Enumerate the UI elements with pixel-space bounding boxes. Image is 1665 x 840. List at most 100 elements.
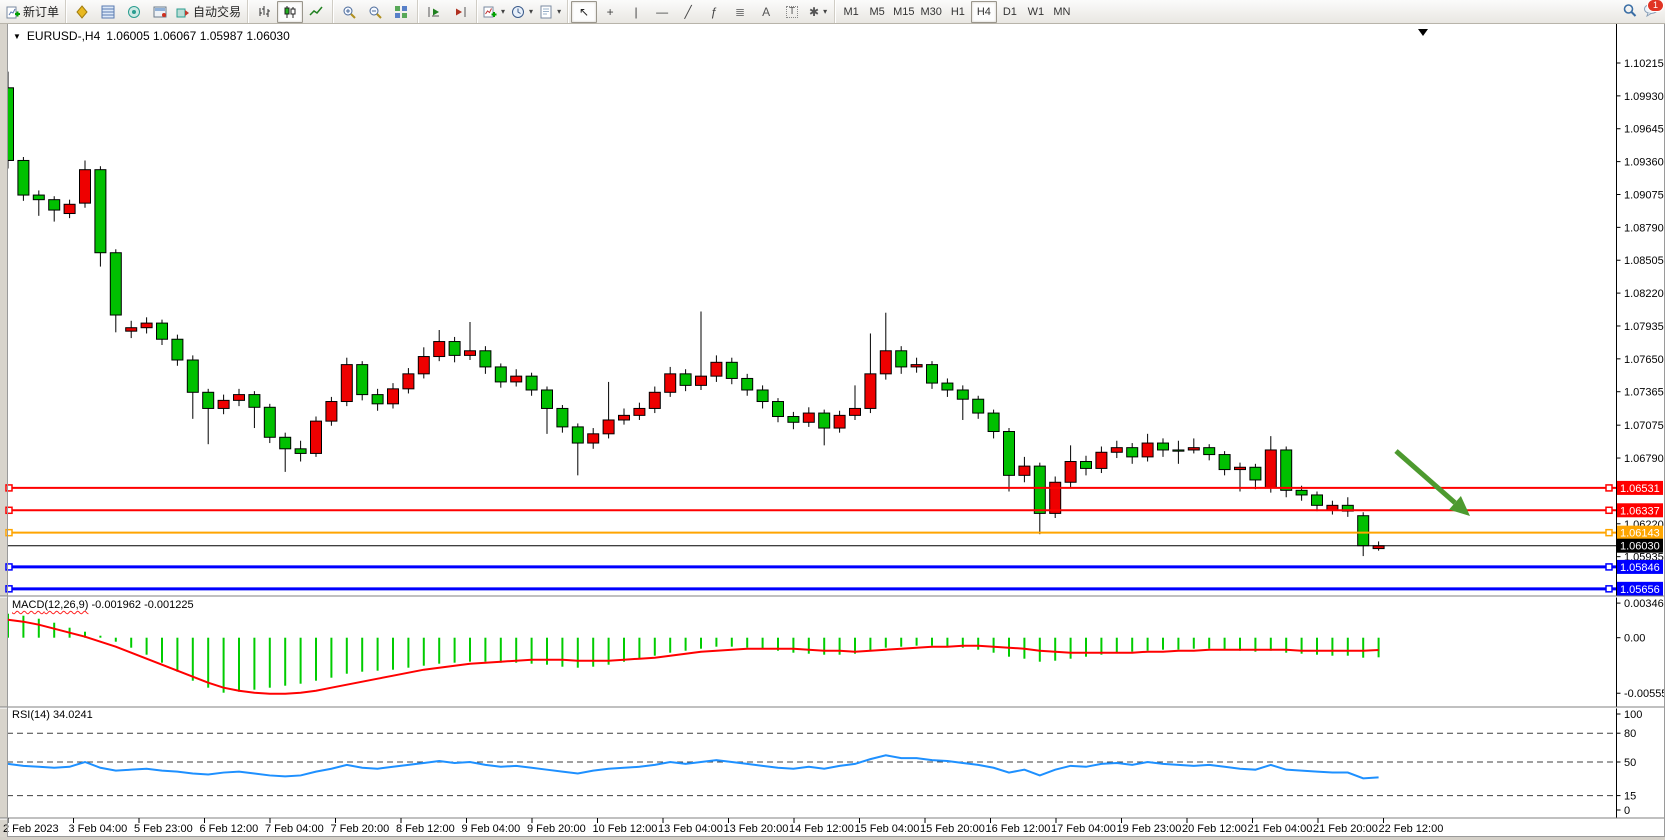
rsi-axis-label: 100 [1624, 709, 1642, 721]
line-handle[interactable] [5, 484, 13, 492]
price-tick-label: 1.08790 [1624, 222, 1664, 234]
navigator-button[interactable] [121, 1, 147, 23]
auto-trading-button[interactable]: 自动交易 [173, 1, 244, 23]
price-level-badge [1617, 538, 1663, 553]
toolbar-group [417, 0, 476, 23]
auto-scroll-button[interactable] [421, 1, 447, 23]
candle-body [941, 382, 954, 391]
tf-mn-button[interactable]: MN [1049, 1, 1075, 23]
candlestick-chart-button[interactable] [277, 0, 304, 23]
candle-body [1095, 451, 1108, 469]
time-tick-label: 9 Feb 04:00 [462, 823, 521, 835]
indicators-button[interactable]: ▾ [480, 1, 508, 23]
time-tick-label: 20 Feb 12:00 [1182, 823, 1247, 835]
fibonacci-button[interactable]: ƒ [701, 1, 727, 23]
trendline-button[interactable]: ╱ [675, 1, 701, 23]
timeframe-group: M1 M5 M15 M30 H1 H4 D1 W1 MN [834, 0, 1078, 23]
candle-body [664, 373, 677, 393]
line-handle[interactable] [5, 528, 13, 537]
candle-body [340, 364, 353, 403]
price-level-badge [1617, 503, 1663, 518]
price-level-lines[interactable] [5, 484, 1616, 593]
candle-body [1264, 449, 1277, 489]
candle-body [63, 203, 76, 215]
periods-button[interactable]: ▾ [508, 1, 536, 23]
candle-body [756, 389, 769, 403]
candle-body [1126, 447, 1139, 458]
line-handle[interactable] [1605, 506, 1613, 515]
chart-shift-button[interactable] [447, 1, 473, 23]
templates-button[interactable]: ▾ [536, 1, 564, 23]
data-window-button[interactable] [95, 1, 121, 23]
cursor-button[interactable]: ↖ [571, 0, 598, 23]
tf-d1-button[interactable]: D1 [997, 1, 1023, 23]
bars-icon [257, 5, 271, 19]
channel-button[interactable]: ≣ [727, 1, 753, 23]
chart-shift-marker-icon[interactable] [1418, 29, 1428, 36]
candle-body [279, 436, 292, 450]
candle-body [926, 364, 938, 384]
time-tick-label: 15 Feb 04:00 [855, 823, 920, 835]
tf-m30-button[interactable]: M30 [917, 1, 944, 23]
candle-body [186, 359, 199, 393]
symbol-dropdown-icon[interactable]: ▼ [13, 31, 21, 41]
price-axis[interactable]: 1.10215 1.09930 1.09645 1.09360 1.09075 1.087… [1616, 58, 1664, 596]
notifications-button[interactable]: 1 [1643, 0, 1664, 20]
price-tick-label: 1.08220 [1624, 288, 1664, 300]
line-handle[interactable] [5, 506, 13, 515]
candle-body [32, 194, 45, 201]
annotation-arrow[interactable] [1394, 449, 1470, 516]
new-order-button[interactable]: 新订单 [3, 1, 62, 23]
candle-body [1172, 449, 1185, 452]
navigator-icon [127, 5, 141, 19]
macd-axis-label: -0.005553 [1624, 688, 1665, 700]
price-tick-label: 1.06790 [1624, 453, 1664, 465]
market-watch-button[interactable] [69, 1, 95, 23]
horizontal-line-button[interactable]: — [649, 1, 675, 23]
zoom-in-button[interactable] [336, 1, 362, 23]
tf-h1-button[interactable]: H1 [945, 1, 971, 23]
time-tick-label: 21 Feb 04:00 [1248, 823, 1313, 835]
candle-body [310, 420, 322, 454]
candle-body [109, 252, 122, 316]
search-button[interactable] [1622, 3, 1637, 21]
price-level-badge [1617, 581, 1663, 596]
tf-m5-button[interactable]: M5 [864, 1, 890, 23]
time-tick-label: 2 Feb 2023 [3, 823, 59, 835]
bar-chart-button[interactable] [251, 1, 277, 23]
candle-body [648, 391, 661, 409]
toolbar-group [247, 0, 332, 23]
line-handle[interactable] [1605, 528, 1613, 537]
toolbar-group [332, 0, 417, 23]
zoom-out-button[interactable] [362, 1, 388, 23]
line-chart-button[interactable] [303, 1, 329, 23]
vertical-line-button[interactable]: | [623, 1, 649, 23]
line-handle[interactable] [1605, 484, 1613, 492]
macd-signal-line [7, 618, 1379, 695]
line-handle[interactable] [5, 563, 13, 571]
data-window-icon [101, 5, 115, 19]
candle-body [156, 322, 168, 340]
tile-windows-button[interactable] [388, 1, 414, 23]
candle-body [987, 412, 1000, 433]
terminal-button[interactable] [147, 1, 173, 23]
arrows-tool-button[interactable]: ✱ ▾ [805, 1, 831, 23]
price-level-badge-text: 1.06030 [1620, 541, 1660, 553]
tf-m1-button[interactable]: M1 [838, 1, 864, 23]
chart-shift-icon [453, 5, 467, 19]
indicators-icon [483, 5, 497, 19]
time-axis[interactable]: 2 Feb 2023 3 Feb 04:00 5 Feb 23:00 6 Feb 12… [3, 818, 1443, 835]
line-handle[interactable] [5, 585, 13, 593]
tf-w1-button[interactable]: W1 [1023, 1, 1049, 23]
tf-h4-button[interactable]: H4 [970, 0, 997, 23]
tf-m15-button[interactable]: M15 [890, 1, 917, 23]
line-handle[interactable] [1605, 563, 1613, 571]
text-button[interactable]: A [753, 1, 779, 23]
candle-body [1234, 466, 1246, 471]
candle-body [1018, 465, 1031, 476]
text-label-button[interactable]: T [779, 1, 805, 23]
crosshair-button[interactable]: + [597, 1, 623, 23]
line-handle[interactable] [1605, 585, 1613, 593]
